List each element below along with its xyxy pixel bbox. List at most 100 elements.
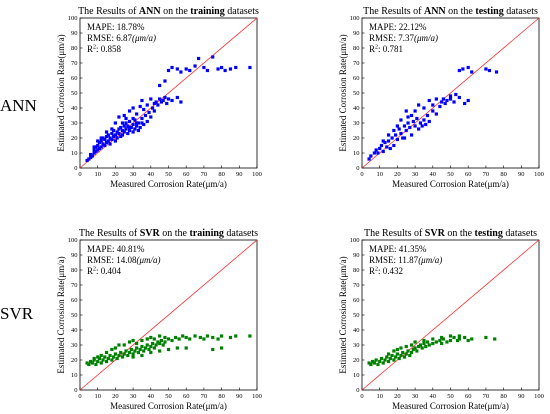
x-tick-label: 50 bbox=[165, 171, 172, 178]
data-point bbox=[202, 337, 205, 340]
y-tick-label: 50 bbox=[353, 90, 360, 97]
y-tick-label: 70 bbox=[71, 282, 78, 289]
data-point bbox=[140, 121, 143, 124]
data-point bbox=[96, 355, 99, 358]
data-point bbox=[422, 342, 425, 345]
data-point bbox=[108, 142, 111, 145]
data-point bbox=[135, 342, 138, 345]
data-point bbox=[158, 342, 161, 345]
data-point bbox=[149, 345, 152, 348]
data-point bbox=[417, 127, 420, 130]
y-tick-label: 40 bbox=[71, 327, 78, 334]
data-point bbox=[176, 96, 179, 99]
data-point bbox=[410, 133, 413, 136]
data-point bbox=[442, 97, 445, 100]
data-point bbox=[415, 349, 418, 352]
y-tick-label: 50 bbox=[353, 312, 360, 319]
data-point bbox=[424, 123, 427, 126]
data-point bbox=[108, 354, 111, 357]
y-axis-title: Estimated Corrosion Rate(μm/a) bbox=[338, 256, 348, 373]
data-point bbox=[444, 102, 447, 105]
y-tick-label: 30 bbox=[71, 342, 78, 349]
data-point bbox=[91, 361, 94, 364]
data-point bbox=[165, 102, 168, 105]
y-tick-label: 100 bbox=[350, 15, 360, 22]
y-tick-label: 60 bbox=[353, 75, 360, 82]
chart-ann-training: 00 10 10 20 20 30 30 40 40 50 50 60 60 70 70 80 80 90 90 10… bbox=[56, 6, 262, 189]
chart-svr-testing: 0010102020303040405050606070708080909010… bbox=[338, 228, 544, 411]
data-point bbox=[422, 106, 425, 109]
x-tick-label: 90 bbox=[518, 393, 525, 400]
data-point bbox=[211, 55, 214, 58]
data-point bbox=[153, 102, 156, 105]
data-point bbox=[408, 126, 411, 129]
data-point bbox=[140, 117, 143, 120]
data-point bbox=[147, 111, 150, 114]
data-point bbox=[224, 69, 227, 72]
data-point bbox=[495, 70, 498, 73]
stat-r2: R2: 0.781 bbox=[369, 44, 403, 54]
y-tick-label: 40 bbox=[353, 327, 360, 334]
data-point bbox=[406, 115, 409, 118]
x-tick-label: 10 bbox=[94, 393, 101, 400]
data-point bbox=[392, 129, 395, 132]
data-point bbox=[96, 360, 99, 363]
data-point bbox=[387, 139, 390, 142]
data-point bbox=[405, 352, 408, 355]
y-tick-label: 0 bbox=[356, 387, 359, 394]
data-point bbox=[216, 67, 219, 70]
data-point bbox=[394, 133, 397, 136]
data-point bbox=[114, 139, 117, 142]
stat-mape: MAPE: 18.78% bbox=[87, 22, 145, 32]
x-tick-label: 60 bbox=[465, 171, 472, 178]
data-point bbox=[440, 336, 443, 339]
data-point bbox=[206, 334, 209, 337]
data-point bbox=[387, 360, 390, 363]
data-point bbox=[406, 349, 409, 352]
y-tick-label: 90 bbox=[353, 252, 360, 259]
data-point bbox=[117, 354, 120, 357]
data-point bbox=[452, 336, 455, 339]
data-point bbox=[452, 100, 455, 103]
data-point bbox=[417, 103, 420, 106]
data-point bbox=[382, 361, 385, 364]
y-tick-label: 90 bbox=[71, 30, 78, 37]
data-point bbox=[121, 121, 124, 124]
data-point bbox=[426, 114, 429, 117]
data-point bbox=[398, 357, 401, 360]
data-point bbox=[405, 109, 408, 112]
data-point bbox=[123, 114, 126, 117]
data-point bbox=[408, 354, 411, 357]
data-point bbox=[135, 121, 138, 124]
data-point bbox=[137, 351, 140, 354]
data-point bbox=[124, 349, 127, 352]
data-point bbox=[234, 334, 237, 337]
data-point bbox=[449, 97, 452, 100]
x-tick-label: 100 bbox=[534, 393, 544, 400]
stat-r2: R2: 0.432 bbox=[369, 266, 403, 276]
data-point bbox=[112, 355, 115, 358]
x-tick-label: 0 bbox=[360, 171, 363, 178]
data-point bbox=[385, 355, 388, 358]
data-point bbox=[179, 100, 182, 103]
data-point bbox=[123, 343, 126, 346]
data-point bbox=[105, 360, 108, 363]
data-point bbox=[410, 351, 413, 354]
x-tick-label: 40 bbox=[148, 393, 155, 400]
data-point bbox=[114, 346, 117, 349]
x-tick-label: 0 bbox=[360, 393, 363, 400]
data-point bbox=[158, 334, 161, 337]
data-point bbox=[403, 355, 406, 358]
data-point bbox=[401, 351, 404, 354]
y-tick-label: 0 bbox=[356, 165, 359, 172]
stat-mape: MAPE: 40.81% bbox=[87, 244, 145, 254]
data-point bbox=[399, 346, 402, 349]
data-point bbox=[151, 342, 154, 345]
data-point bbox=[146, 337, 149, 340]
data-point bbox=[421, 346, 424, 349]
y-tick-label: 30 bbox=[71, 120, 78, 127]
data-point bbox=[142, 108, 145, 111]
chart-ann-testing: 0010102020303040405050606070708080909010… bbox=[338, 6, 544, 189]
data-point bbox=[153, 337, 156, 340]
